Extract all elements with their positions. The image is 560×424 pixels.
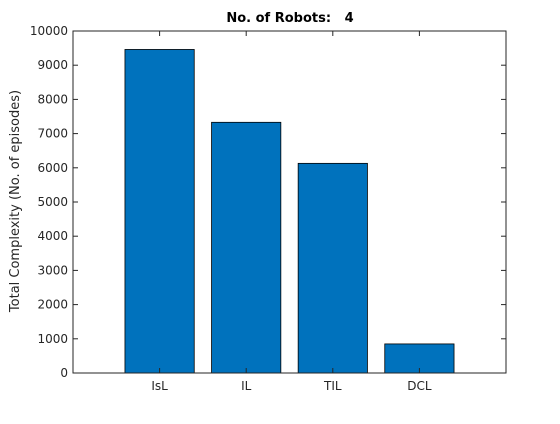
y-tick-label: 2000 — [37, 298, 68, 312]
x-tick-label-il: IL — [241, 379, 252, 393]
x-tick-label-isl: IsL — [151, 379, 168, 393]
y-tick-label: 8000 — [37, 92, 68, 106]
y-tick-label: 10000 — [30, 24, 68, 38]
y-tick-label: 3000 — [37, 263, 68, 277]
bar-til — [297, 162, 368, 374]
y-tick-label: 6000 — [37, 161, 68, 175]
chart-title: No. of Robots: 4 — [226, 11, 353, 26]
bar-isl — [124, 49, 195, 374]
y-axis-label: Total Complexity (No. of episodes) — [8, 90, 23, 313]
bar-il — [211, 121, 282, 374]
x-tick-label-dcl: DCL — [407, 379, 432, 393]
y-tick-label: 1000 — [37, 332, 68, 346]
x-tick-label-til: TIL — [323, 379, 342, 393]
y-tick-label: 0 — [60, 366, 68, 380]
y-tick-label: 7000 — [37, 127, 68, 141]
y-tick-label: 5000 — [37, 195, 68, 209]
y-tick-label: 9000 — [37, 58, 68, 72]
y-tick-label: 4000 — [37, 229, 68, 243]
plot-area: 0 1000 2000 3000 4000 5000 6000 7000 8000 9000 100… — [30, 24, 507, 393]
